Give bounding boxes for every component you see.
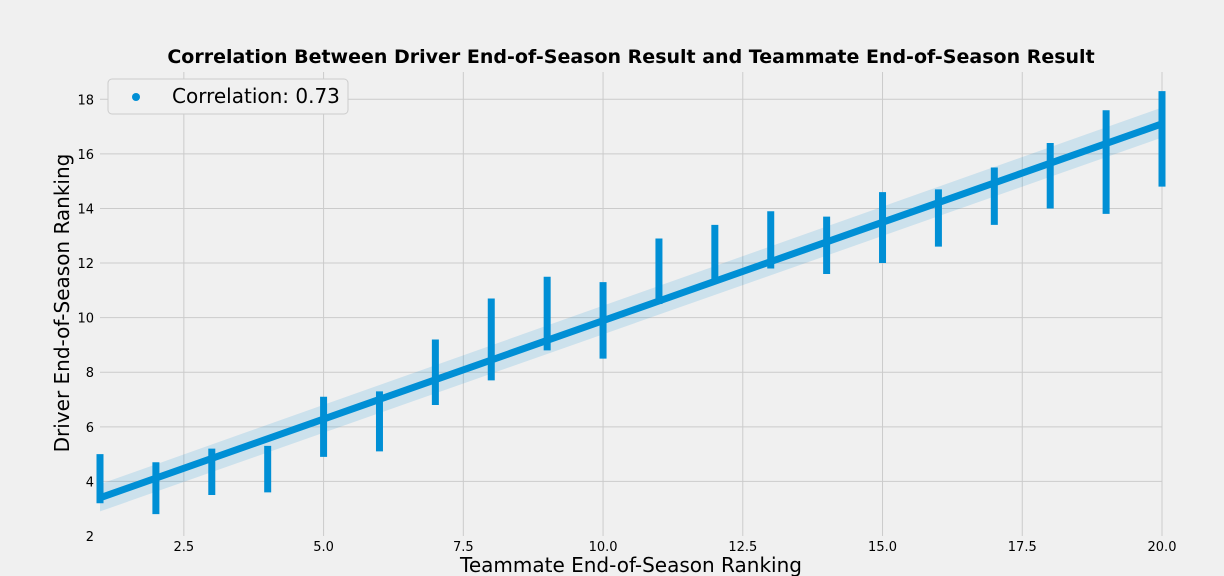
y-tick-label: 14 xyxy=(77,202,94,217)
x-tick-label: 2.5 xyxy=(173,540,194,555)
x-tick-label: 17.5 xyxy=(1008,540,1037,555)
x-tick-label: 20.0 xyxy=(1148,540,1177,555)
regression-line xyxy=(98,120,1164,502)
legend: Correlation: 0.73 xyxy=(107,78,349,115)
legend-marker xyxy=(132,93,140,101)
legend-box xyxy=(107,78,349,115)
y-tick-label: 12 xyxy=(77,257,94,272)
x-tick-label: 12.5 xyxy=(728,540,757,555)
y-axis-label: Driver End-of-Season Ranking xyxy=(50,154,74,453)
x-axis-label: Teammate End-of-Season Ranking xyxy=(459,553,802,576)
y-tick-label: 16 xyxy=(77,148,94,163)
chart-title: Correlation Between Driver End-of-Season… xyxy=(167,46,1094,68)
y-tick-label: 10 xyxy=(77,312,94,327)
regression-line-group xyxy=(98,120,1164,502)
legend-label: Correlation: 0.73 xyxy=(172,84,340,108)
y-tick-label: 6 xyxy=(86,421,94,436)
x-tick-label: 7.5 xyxy=(453,540,474,555)
y-tick-label: 8 xyxy=(86,366,94,381)
x-tick-label: 5.0 xyxy=(313,540,334,555)
y-tick-label: 18 xyxy=(77,93,94,108)
x-tick-label: 10.0 xyxy=(589,540,618,555)
x-tick-label: 15.0 xyxy=(868,540,897,555)
y-tick-label: 4 xyxy=(86,475,94,490)
tick-labels: 2.5 5.0 7.5 10.0 12.5 15.0 17.5 20.0 2 4 6 8 10 12 14 1… xyxy=(77,93,1176,555)
y-tick-label: 2 xyxy=(86,530,94,545)
